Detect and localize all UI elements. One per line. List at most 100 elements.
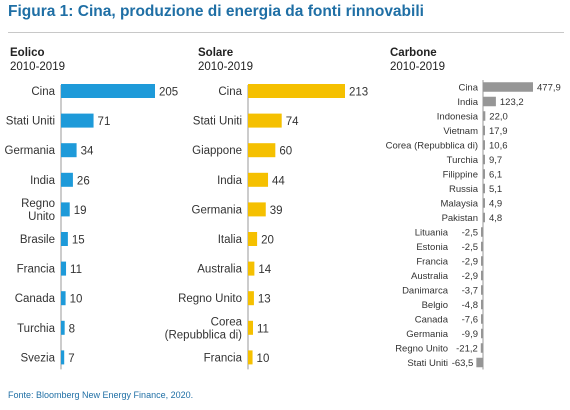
carbone-label-india: India [457,97,478,108]
carbone-bar-danimarca [481,285,483,295]
carbone-bar-lituania [481,227,483,237]
solare-value-corea-repubblica-di: 11 [257,323,269,335]
eolico-value-svezia: 7 [68,353,74,365]
panel-header-eolico: Eolico 2010-2019 [10,46,65,74]
carbone-label-germania: Germania [406,329,448,340]
carbone-bar-pakistan [483,212,485,223]
eolico-label-francia: Francia [17,264,56,276]
carbone-value-turchia: 9,7 [489,155,502,166]
carbone-label-cina: Cina [458,83,478,94]
source-note: Fonte: Bloomberg New Energy Finance, 202… [8,390,194,400]
carbone-value-estonia: -2,5 [462,242,478,253]
carbone-label-lituania: Lituania [415,228,449,239]
eolico-value-regno-unito: 19 [74,205,87,217]
panel-title-carbone: Carbone [390,47,437,59]
eolico-bar-regno-unito [61,202,70,217]
carbone-bar-australia [481,270,483,281]
solare-label-italia: Italia [218,234,243,246]
eolico-label-turchia: Turchia [17,323,56,335]
eolico-bar-svezia [61,350,65,365]
eolico-value-canada: 10 [70,294,83,306]
solare-value-stati-uniti: 74 [286,116,299,128]
carbone-value-russia: 5,1 [489,184,502,195]
eolico-label-canada: Canada [15,293,56,305]
solare-bar-francia [248,350,253,365]
carbone-bar-filippine [483,169,485,179]
carbone-value-stati-uniti: -63,5 [452,358,474,369]
carbone-value-filippine: 6,1 [489,170,502,181]
panel-eolico: Cina 205 Stati Uniti 71 Germania 34 India 26 Reg… [5,84,178,370]
carbone-label-vietnam: Vietnam [443,126,478,137]
carbone-label-turchia: Turchia [447,155,479,166]
carbone-value-germania: -9,9 [462,329,478,340]
carbone-value-vietnam: 17,9 [489,126,508,137]
panel-period-solare: 2010-2019 [198,61,253,73]
solare-label-cina: Cina [218,86,242,98]
eolico-bar-cina [61,84,155,98]
carbone-bar-francia [481,256,483,266]
carbone-value-india: 123,2 [500,97,524,108]
solare-label-stati-uniti: Stati Uniti [193,116,242,128]
solare-bar-italia [248,232,258,246]
eolico-value-stati-uniti: 71 [98,116,111,128]
panel-title-eolico: Eolico [10,47,45,59]
carbone-label-belgio: Belgio [422,300,448,311]
carbone-bar-turchia [483,154,485,165]
eolico-label-germania: Germania [5,145,56,157]
carbone-label-danimarca: Danimarca [402,286,449,297]
solare-bar-australia [248,261,255,276]
solare-bar-stati-uniti [248,113,282,128]
solare-value-francia: 10 [257,353,270,365]
carbone-bar-malaysia [483,198,485,208]
carbone-label-stati-uniti: Stati Uniti [407,358,448,369]
solare-label-regno-unito: Regno Unito [178,293,242,305]
solare-value-australia: 14 [258,264,271,276]
carbone-value-francia: -2,9 [462,257,478,268]
solare-bar-germania [248,202,266,217]
carbone-bar-belgio [481,299,483,310]
eolico-bar-brasile [61,232,68,246]
panel-header-solare: Solare 2010-2019 [198,46,253,74]
solare-label-corea-repubblica-di: Corea (Repubblica di) [165,316,243,341]
carbone-value-indonesia: 22,0 [489,112,508,123]
carbone-bar-estonia [481,241,483,252]
carbone-value-malaysia: 4,9 [489,199,502,210]
carbone-label-indonesia: Indonesia [437,112,479,123]
carbone-bar-germania [481,328,483,339]
carbone-label-corea-repubblica-di: Corea (Repubblica di) [386,141,478,152]
eolico-bar-stati-uniti [61,113,94,128]
panel-title-solare: Solare [198,47,234,59]
solare-value-india: 44 [272,175,285,187]
eolico-bar-india [61,172,73,187]
carbone-label-malaysia: Malaysia [441,199,479,210]
solare-label-francia: Francia [204,352,243,364]
carbone-label-canada: Canada [415,315,449,326]
eolico-label-stati-uniti: Stati Uniti [6,116,55,128]
carbone-label-pakistan: Pakistan [442,213,478,224]
solare-label-australia: Australia [197,264,242,276]
solare-value-regno-unito: 13 [258,294,271,306]
carbone-label-russia: Russia [449,184,479,195]
solare-label-giappone: Giappone [192,145,242,157]
carbone-label-australia: Australia [411,271,449,282]
solare-value-giappone: 60 [279,146,292,158]
carbone-value-pakistan: 4,8 [489,213,502,224]
panel-solare: Cina 213 Stati Uniti 74 Giappone 60 India 44 Ger… [165,84,368,370]
carbone-bar-regno-unito [480,343,483,353]
solare-bar-india [248,172,269,187]
carbone-label-estonia: Estonia [416,242,448,253]
carbone-value-danimarca: -3,7 [462,286,478,297]
solare-label-india: India [217,175,243,187]
panel-header-carbone: Carbone 2010-2019 [390,46,445,74]
carbone-bar-india [483,96,496,107]
chart-title: Figura 1: Cina, produzione di energia da… [8,3,424,20]
carbone-bar-indonesia [483,111,486,121]
eolico-value-francia: 11 [70,264,82,276]
carbone-bar-stati-uniti [476,357,483,368]
carbone-bar-cina [483,82,533,92]
solare-value-cina: 213 [349,87,368,99]
carbone-value-belgio: -4,8 [462,300,478,311]
carbone-bar-canada [481,314,483,324]
eolico-value-turchia: 8 [69,323,75,335]
